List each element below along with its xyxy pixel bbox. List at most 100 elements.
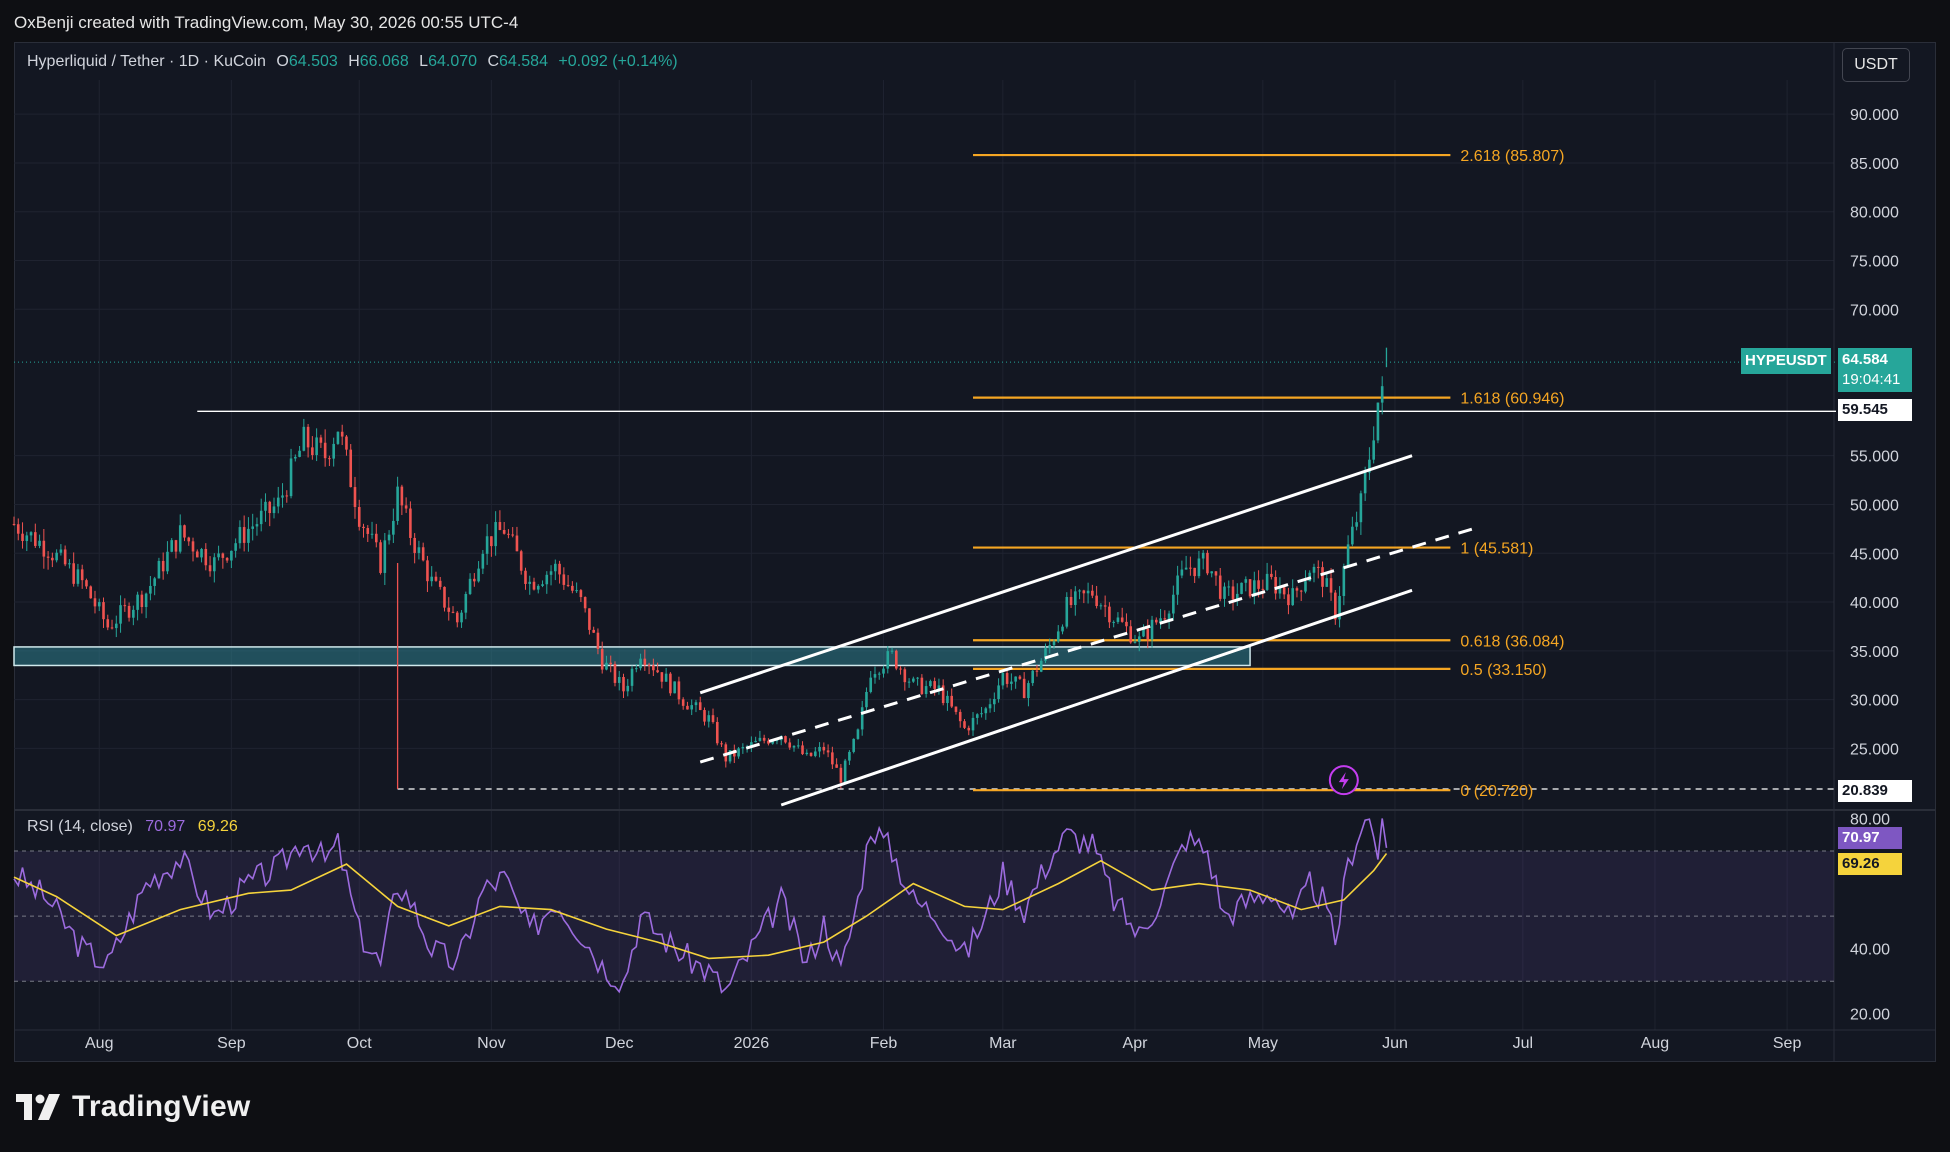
candle-body	[899, 668, 902, 670]
candle-body	[549, 571, 553, 575]
candle-body	[213, 557, 216, 572]
candle-body	[404, 505, 408, 509]
candle-body	[886, 651, 890, 669]
alert-marker[interactable]	[1328, 765, 1359, 796]
candle-body	[29, 532, 33, 536]
candle-body	[1044, 648, 1047, 661]
candle-body	[473, 578, 476, 582]
candle-body	[1133, 641, 1137, 643]
candle-body	[617, 676, 621, 683]
candle-body	[984, 708, 988, 714]
time-tick-label: Nov	[477, 1035, 505, 1052]
price-tick-label: 50.000	[1850, 497, 1899, 514]
candle-body	[76, 569, 80, 584]
price-badge: 64.584 19:04:41	[1838, 348, 1912, 392]
candle-body	[1351, 526, 1354, 545]
candle-body	[68, 563, 71, 565]
candle-body	[805, 752, 809, 755]
candle-body	[848, 751, 851, 761]
candle-body	[315, 437, 318, 456]
candle-body	[1248, 579, 1252, 597]
candle-body	[758, 737, 762, 741]
candle-body	[438, 580, 442, 587]
candle-body	[626, 685, 630, 692]
chart-canvas[interactable]: 2.618 (85.807) 1.618 (60.946) 1 (45.581) 0.…	[0, 0, 1950, 1080]
candle-body	[114, 623, 118, 629]
candle-body	[707, 715, 711, 722]
candle-body	[298, 450, 301, 457]
candle-body	[831, 752, 834, 765]
change-value: +0.092 (+0.14%)	[558, 53, 678, 70]
candle-body	[345, 436, 348, 450]
candle-body	[541, 584, 544, 586]
candle-body	[1091, 590, 1094, 596]
candle-body	[55, 552, 58, 561]
candle-body	[784, 736, 787, 743]
candle-body	[877, 673, 881, 675]
candle-body	[362, 526, 365, 529]
candle-body	[613, 663, 617, 683]
candle-body	[332, 443, 335, 459]
candle-body	[161, 560, 165, 572]
candle-body	[127, 605, 131, 618]
candle-body	[1056, 631, 1060, 642]
currency-button[interactable]: USDT	[1842, 48, 1910, 82]
candle-body	[801, 745, 804, 755]
candle-body	[929, 681, 932, 687]
candle-body	[588, 608, 591, 630]
candle-body	[217, 553, 220, 558]
candle-body	[374, 533, 378, 543]
candle-body	[153, 578, 156, 586]
candle-body	[1368, 459, 1371, 473]
candle-body	[596, 632, 600, 649]
candle-body	[907, 681, 911, 683]
candle-body	[490, 536, 493, 547]
candle-body	[656, 670, 659, 673]
candle-body	[387, 534, 391, 541]
candle-body	[1372, 440, 1375, 460]
candle-body	[1048, 645, 1052, 649]
tradingview-logo[interactable]: TradingView	[16, 1090, 250, 1124]
candle-body	[511, 534, 514, 536]
candle-body	[809, 752, 813, 756]
candle-body	[1069, 596, 1073, 606]
candle-body	[579, 590, 583, 598]
candle-body	[1014, 676, 1017, 682]
rsi-band-fill	[14, 851, 1834, 982]
candle-body	[1120, 617, 1124, 622]
candle-body	[890, 650, 894, 652]
candle-body	[515, 535, 519, 552]
candle-body	[1240, 582, 1243, 594]
candle-body	[1282, 587, 1286, 595]
candle-body	[954, 706, 958, 712]
candle-body	[477, 568, 480, 582]
horizontal-levels	[197, 410, 1836, 790]
candle-body	[750, 742, 753, 747]
candle-body	[630, 668, 634, 686]
candle-body	[856, 729, 860, 739]
candle-body	[1154, 619, 1158, 623]
fib-label: 2.618 (85.807)	[1460, 148, 1564, 165]
candle-body	[468, 578, 472, 594]
channel-line-middle	[699, 526, 1477, 764]
candle-body	[1338, 595, 1341, 620]
candle-body	[532, 581, 536, 590]
candle-body	[1235, 593, 1239, 600]
candle-body	[1146, 628, 1150, 640]
candle-body	[592, 629, 595, 633]
candle-body	[669, 673, 672, 694]
candle-body	[660, 672, 664, 682]
candle-body	[97, 602, 101, 607]
price-tick-label: 90.000	[1850, 107, 1899, 124]
candle-body	[1125, 621, 1128, 627]
candle-body	[268, 501, 272, 514]
candle-body	[311, 447, 314, 456]
symbol-badge: HYPEUSDT	[1741, 348, 1831, 374]
candle-body	[93, 598, 97, 607]
candle-body	[485, 536, 489, 554]
candle-body	[737, 748, 740, 757]
low-badge: 20.839	[1838, 780, 1912, 802]
time-tick-label: May	[1248, 1035, 1278, 1052]
candle-body	[1099, 605, 1103, 607]
candle-body	[1137, 636, 1141, 642]
